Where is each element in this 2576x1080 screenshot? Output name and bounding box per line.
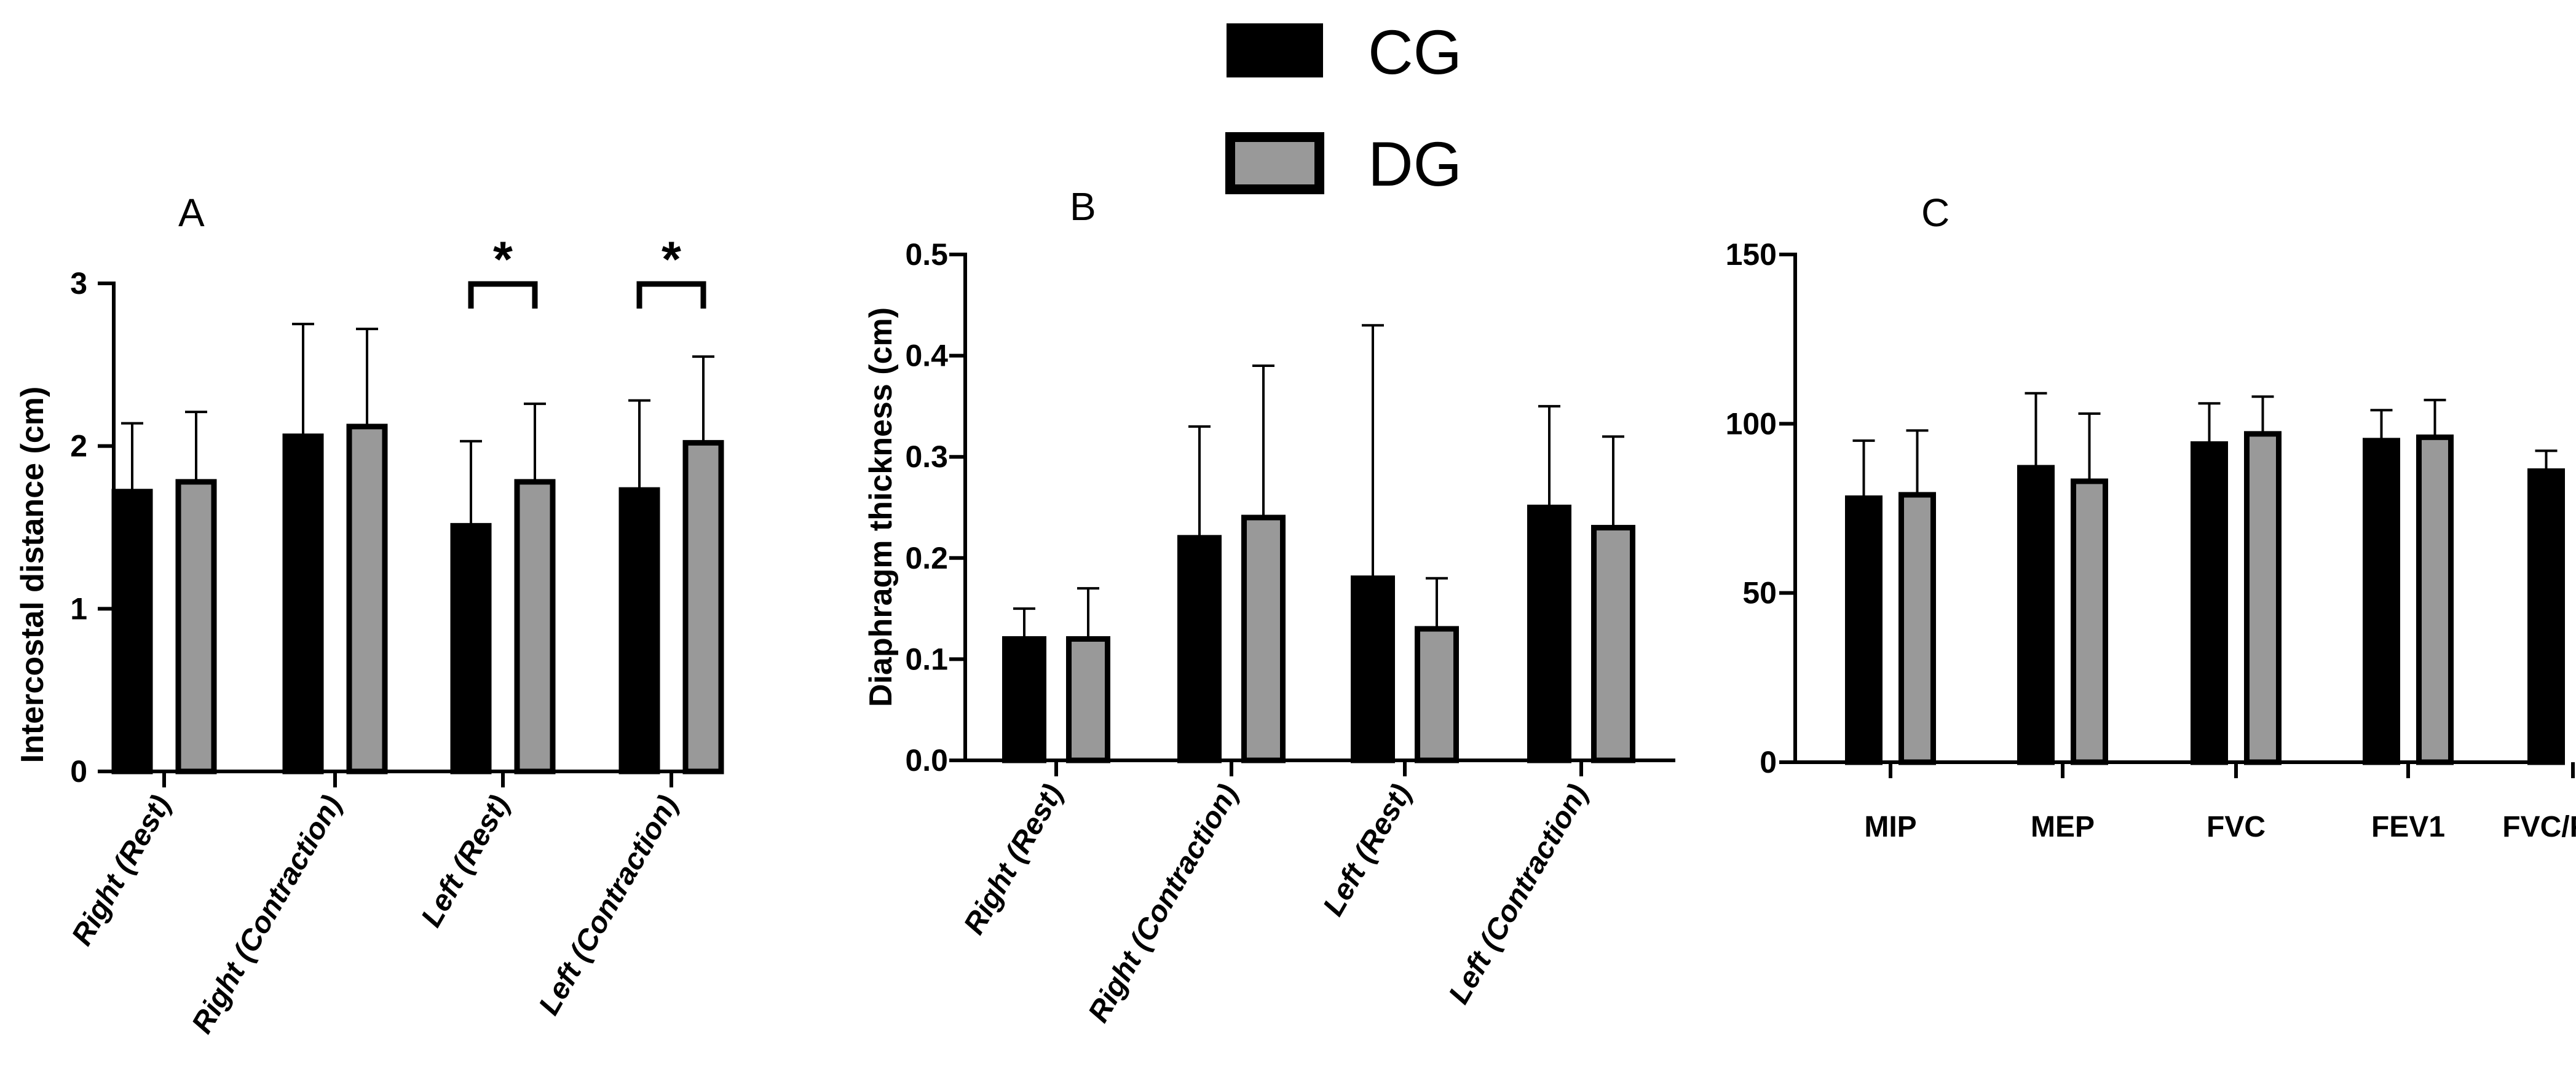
panel-a-dg-bar-3 [682,439,724,775]
panel-c-y-tick-label-0: 0 [1760,745,1777,779]
panel-b-y-tick-label-5: 0.5 [905,237,948,272]
panel-c-category-labels: MIP MEP FVC FEV1 FVC/FEV1 [1864,762,2576,843]
panel-c-cg-bar-2 [2191,441,2228,765]
panel-b-dg-bar-1 [1241,514,1286,763]
panel-b-cg-bar-3 [1527,505,1571,763]
panel-b-y-tick-label-3: 0.3 [905,439,948,474]
panel-a-y-axis-title: Intercostal distance (cm) [15,387,50,763]
panel-b-dg-bar-0 [1066,636,1110,763]
legend: CG DG [1225,17,1462,199]
panel-c-dg-bar-1 [2071,478,2108,765]
panel-b-y-tick-label-2: 0.2 [905,541,948,575]
panel-a-cg-bar-2 [450,522,492,775]
panel-a-dg-bar-2 [514,479,556,775]
panel-b-dg-bar-2 [1415,626,1459,763]
panel-b-error-bars [1013,324,1624,639]
panel-a-letter: A [178,191,205,235]
panel-b-letter: B [1070,184,1096,229]
panel-a-dg-bar-1 [346,424,388,775]
panel-c-y-tick-label-1: 50 [1742,576,1777,610]
panel-a-significance: * * [468,232,706,309]
panel-c-category-label-4: FVC/FEV1 [2502,811,2576,843]
legend-swatch-cg [1227,23,1323,77]
panel-c-category-label-2: FVC [2207,811,2266,843]
panel-a-significance-bracket-1 [636,281,706,309]
panel-a-error-bars [121,323,714,526]
panel-a-significance-bracket-0 [468,281,538,309]
panel-b-cg-bar-0 [1002,636,1046,763]
panel-c-y-tick-label-2: 100 [1726,406,1777,441]
legend-label-dg: DG [1368,129,1462,199]
panel-c-letter: C [1921,191,1950,235]
panel-c-y-ticks: 0 50 100 150 [1726,237,1795,779]
panel-a-y-ticks: 0 1 2 3 [70,266,114,789]
panel-c-cg-bar-1 [2017,465,2055,765]
panel-c-cg-bar-4 [2527,468,2565,765]
panel-b-y-tick-label-4: 0.4 [905,339,948,373]
panel-b-cg-bar-2 [1351,575,1395,763]
panel-c-y-tick-label-3: 150 [1726,237,1777,272]
legend-label-cg: CG [1368,17,1462,87]
panel-c-dg-bar-3 [2416,434,2454,765]
panel-a-y-tick-label-1: 1 [70,591,87,626]
panel-a-cg-bar-3 [618,487,660,775]
panel-a-cg-bar-0 [111,489,153,775]
panel-b-y-tick-label-1: 0.1 [905,642,948,676]
panel-c-dg-bar-0 [1898,492,1936,765]
panel-c: C 0 50 100 150 MIP MEP FVC FEV1 FVC/FEV1 [1726,191,2576,843]
panel-a-significance-marker-0: * [493,232,513,288]
panel-a-significance-marker-1: * [662,232,681,288]
panel-a-dg-bar-0 [175,479,217,775]
panel-c-error-bars [1852,392,2558,499]
panel-c-cg-bar-3 [2363,438,2400,765]
panel-b-y-tick-label-0: 0.0 [905,743,948,778]
panel-b-y-ticks: 0.0 0.1 0.2 0.3 0.4 0.5 [905,237,965,778]
panel-a-y-tick-label-2: 2 [70,429,87,463]
panel-a-cg-bar-1 [282,433,324,775]
panel-c-dg-bar-2 [2244,431,2282,765]
legend-swatch-dg [1225,132,1324,194]
panel-b-cg-bar-1 [1177,535,1222,763]
panel-b-y-axis-title: Diaphragm thickness (cm) [863,307,899,707]
panel-b-dg-bar-3 [1591,524,1635,763]
panel-c-bars [1845,431,2565,765]
panel-a-y-tick-label-3: 3 [70,266,87,301]
panel-c-category-label-1: MEP [2031,811,2095,843]
panel-c-category-label-0: MIP [1864,811,1916,843]
panel-c-category-label-3: FEV1 [2371,811,2445,843]
panel-c-cg-bar-0 [1845,495,1883,765]
panel-a-y-tick-label-0: 0 [70,754,87,789]
